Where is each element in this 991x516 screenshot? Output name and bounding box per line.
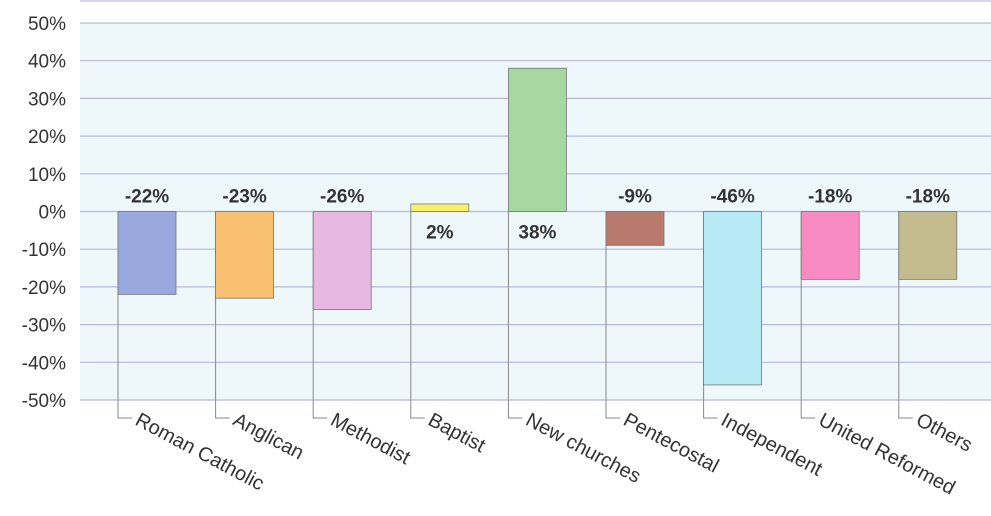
y-tick-label-8: -30% xyxy=(22,316,66,337)
leader-line-3 xyxy=(410,211,425,419)
bar-0 xyxy=(117,211,177,295)
y-tick-label-7: -20% xyxy=(22,278,66,299)
data-label-1: -23% xyxy=(222,187,266,208)
data-label-7: -18% xyxy=(808,187,852,208)
y-axis-tick-labels: 50% 40% 30% 20% 10% 0% -10% -20% -30% -40% -50% xyxy=(22,14,66,412)
category-label-2: Methodist xyxy=(327,409,414,469)
y-tick-label-10: -50% xyxy=(22,391,66,412)
bar-7 xyxy=(800,211,860,280)
category-label-3: Baptist xyxy=(424,409,489,457)
data-label-6: -46% xyxy=(710,187,754,208)
data-label-2: -26% xyxy=(320,187,364,208)
y-tick-label-9: -40% xyxy=(22,353,66,374)
data-label-0: -22% xyxy=(125,187,169,208)
data-label-3: 2% xyxy=(426,223,454,244)
bar-8 xyxy=(898,211,958,280)
bar-2 xyxy=(312,211,372,310)
y-tick-label-2: 30% xyxy=(28,89,66,110)
leader-line-8 xyxy=(898,211,913,419)
leader-line-7 xyxy=(800,211,816,419)
category-label-1: Anglican xyxy=(229,409,307,464)
y-tick-label-3: 20% xyxy=(28,127,66,148)
leader-line-4 xyxy=(507,211,523,419)
bar-4 xyxy=(507,67,567,212)
y-tick-label-1: 40% xyxy=(28,52,66,73)
bar-1 xyxy=(215,211,275,299)
bar-6 xyxy=(703,211,762,386)
bar-3 xyxy=(410,203,470,212)
y-tick-label-0: 50% xyxy=(28,14,66,35)
leader-line-5 xyxy=(605,211,620,419)
y-tick-label-5: 0% xyxy=(39,203,67,224)
category-label-8: Others xyxy=(912,409,975,457)
y-tick-label-6: -10% xyxy=(22,240,66,261)
bars xyxy=(117,67,958,386)
data-label-5: -9% xyxy=(618,187,652,208)
bar-5 xyxy=(605,211,665,246)
data-labels: -22% -23% -26% 2% 38% -9% -46% -18% -18% xyxy=(125,187,950,244)
y-tick-label-4: 10% xyxy=(28,165,66,186)
data-label-8: -18% xyxy=(906,187,950,208)
data-label-4: 38% xyxy=(518,223,556,244)
category-label-6: Independent xyxy=(717,409,826,481)
